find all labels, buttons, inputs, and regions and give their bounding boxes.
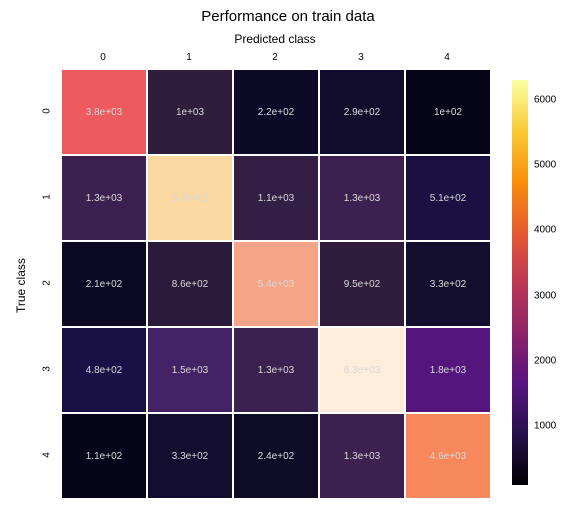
heatmap-cell: 1.3e+03 [319,155,405,241]
y-tick-label: 1 [41,194,52,200]
heatmap-row: 4.8e+021.5e+031.3e+036.3e+031.8e+03 [61,327,491,413]
heatmap-cell: 4.6e+03 [405,413,491,499]
colorbar-tick-label: 6000 [534,94,556,105]
heatmap-cell: 3.3e+02 [147,413,233,499]
y-tick-label: 2 [41,280,52,286]
x-tick-label: 3 [358,52,364,63]
heatmap-row: 3.8e+031e+032.2e+022.9e+021e+02 [61,69,491,155]
colorbar-tick-label: 4000 [534,225,556,236]
heatmap-cell: 8.6e+02 [147,241,233,327]
heatmap-cell: 1e+02 [405,69,491,155]
heatmap-cell: 1.3e+03 [233,327,319,413]
heatmap-cell: 5.7e+03 [147,155,233,241]
heatmap-grid: 3.8e+031e+032.2e+022.9e+021e+021.3e+035.… [60,68,492,500]
heatmap-cell: 1.3e+03 [61,155,147,241]
heatmap-cell: 5.4e+03 [233,241,319,327]
x-tick-label: 4 [444,52,450,63]
heatmap-cell: 3.8e+03 [61,69,147,155]
heatmap-cell: 1e+03 [147,69,233,155]
heatmap-cell: 3.3e+02 [405,241,491,327]
colorbar-tick-label: 2000 [534,355,556,366]
y-axis-label: True class [14,258,28,313]
y-tick-label: 0 [41,108,52,114]
heatmap-cell: 1.1e+02 [61,413,147,499]
heatmap-cell: 6.3e+03 [319,327,405,413]
heatmap-cell: 2.4e+02 [233,413,319,499]
heatmap-cell: 2.2e+02 [233,69,319,155]
colorbar-tick-label: 3000 [534,290,556,301]
heatmap-row: 2.1e+028.6e+025.4e+039.5e+023.3e+02 [61,241,491,327]
x-axis-label: Predicted class [60,32,490,46]
x-tick-label: 1 [186,52,192,63]
x-tick-label: 0 [100,52,106,63]
heatmap-cell: 5.1e+02 [405,155,491,241]
colorbar [512,80,528,485]
heatmap-row: 1.3e+035.7e+031.1e+031.3e+035.1e+02 [61,155,491,241]
heatmap-cell: 1.3e+03 [319,413,405,499]
colorbar-tick-label: 1000 [534,421,556,432]
heatmap-row: 1.1e+023.3e+022.4e+021.3e+034.6e+03 [61,413,491,499]
heatmap-cell: 1.1e+03 [233,155,319,241]
y-tick-label: 4 [41,452,52,458]
colorbar-tick-label: 5000 [534,159,556,170]
heatmap-cell: 2.9e+02 [319,69,405,155]
chart-title: Performance on train data [0,8,576,25]
heatmap-cell: 1.5e+03 [147,327,233,413]
heatmap-cell: 1.8e+03 [405,327,491,413]
heatmap-cell: 4.8e+02 [61,327,147,413]
colorbar-gradient [512,80,528,485]
x-tick-label: 2 [272,52,278,63]
heatmap-cell: 9.5e+02 [319,241,405,327]
y-tick-label: 3 [41,366,52,372]
heatmap-cell: 2.1e+02 [61,241,147,327]
